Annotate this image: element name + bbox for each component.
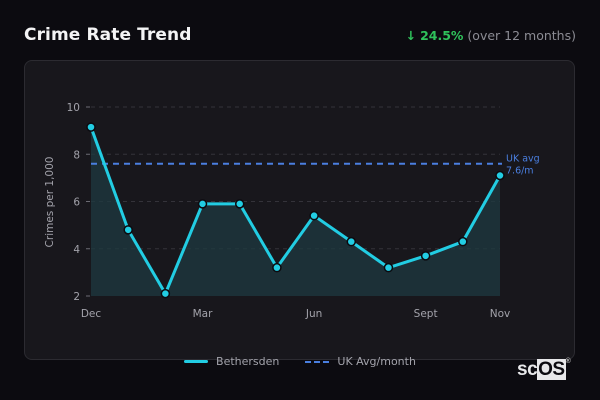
chart-legend: Bethersden UK Avg/month xyxy=(0,355,600,368)
data-point[interactable] xyxy=(383,262,394,273)
uk-average-annotation-value: 7.6/m xyxy=(506,166,534,177)
x-tick-label: Jun xyxy=(305,308,322,320)
data-point[interactable] xyxy=(234,199,245,209)
data-point[interactable] xyxy=(197,199,208,209)
data-points xyxy=(86,122,505,299)
y-tick-label: 2 xyxy=(73,291,80,303)
legend-item-uk-avg[interactable]: UK Avg/month xyxy=(305,355,416,368)
y-tick-label: 6 xyxy=(73,197,80,209)
legend-label: UK Avg/month xyxy=(337,355,416,368)
dashed-line-swatch-icon xyxy=(305,360,330,363)
change-summary: ↓ 24.5% (over 12 months) xyxy=(406,28,576,43)
legend-label: Bethersden xyxy=(216,355,280,368)
brand-text-boxed: OS xyxy=(537,359,566,380)
data-point[interactable] xyxy=(420,251,431,261)
change-percent: 24.5% xyxy=(420,28,464,43)
page-title: Crime Rate Trend xyxy=(24,25,192,45)
y-axis-label: Crimes per 1,000 xyxy=(44,157,56,248)
data-point[interactable] xyxy=(309,210,319,221)
y-tick-label: 4 xyxy=(73,244,80,256)
registered-mark: ® xyxy=(565,358,571,365)
data-point[interactable] xyxy=(346,236,357,247)
x-tick-label: Mar xyxy=(193,308,213,320)
x-tick-label: Nov xyxy=(490,308,511,320)
series-line-bethersden xyxy=(89,126,502,296)
grid-lines xyxy=(91,106,500,250)
data-point[interactable] xyxy=(458,236,468,247)
data-point[interactable] xyxy=(86,122,96,132)
brand-logo: scOS® xyxy=(517,358,571,381)
y-axis-ticks: 2 4 6 8 10 xyxy=(67,102,90,303)
data-point[interactable] xyxy=(123,225,133,235)
data-point[interactable] xyxy=(272,262,282,273)
solid-line-swatch-icon xyxy=(184,360,209,363)
data-point[interactable] xyxy=(160,288,171,299)
legend-item-bethersden[interactable]: Bethersden xyxy=(184,355,279,368)
y-tick-label: 8 xyxy=(73,149,80,161)
change-period: (over 12 months) xyxy=(467,28,576,43)
uk-average-annotation: UK avg xyxy=(506,154,540,165)
series-area xyxy=(91,127,500,296)
x-axis-ticks: Dec Mar Jun Sept Nov xyxy=(81,308,510,320)
down-arrow-icon: ↓ xyxy=(405,28,417,43)
data-point[interactable] xyxy=(495,170,505,181)
y-tick-label: 10 xyxy=(67,102,80,114)
x-tick-label: Sept xyxy=(414,308,438,320)
x-tick-label: Dec xyxy=(81,308,102,320)
brand-text: sc xyxy=(517,359,538,380)
